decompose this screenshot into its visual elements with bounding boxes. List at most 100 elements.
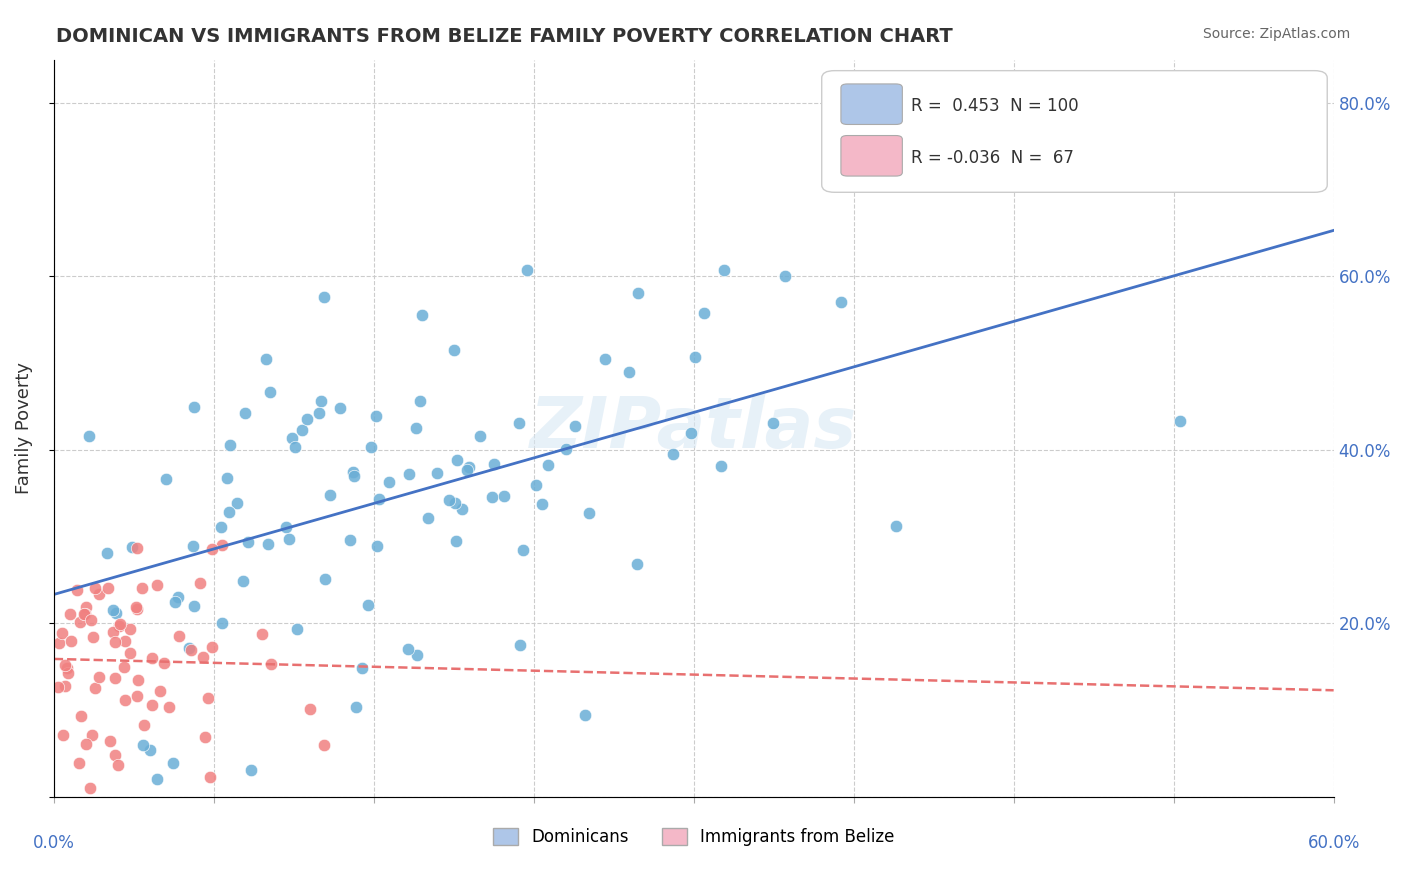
Point <box>177 641 200 656</box>
Point <box>692 306 714 320</box>
Point <box>344 699 367 714</box>
Point <box>350 661 373 675</box>
Point <box>443 343 465 357</box>
Point <box>1116 165 1139 179</box>
Point <box>132 738 155 752</box>
Point <box>830 295 852 310</box>
Point <box>626 557 648 571</box>
Point <box>484 457 506 471</box>
Point <box>713 263 735 277</box>
Point <box>191 649 214 664</box>
Point <box>411 308 433 322</box>
Point <box>200 541 222 556</box>
Point <box>75 600 97 615</box>
Point <box>51 625 73 640</box>
Point <box>103 748 125 763</box>
Point <box>446 452 468 467</box>
Point <box>342 468 364 483</box>
Text: R = -0.036  N =  67: R = -0.036 N = 67 <box>911 149 1074 167</box>
Point <box>69 615 91 629</box>
Point <box>77 429 100 443</box>
Point <box>626 286 648 301</box>
Point <box>48 680 70 694</box>
Point <box>165 595 187 609</box>
Point <box>378 475 401 489</box>
Point <box>153 656 176 670</box>
FancyBboxPatch shape <box>841 84 903 125</box>
Point <box>58 607 80 622</box>
Point <box>183 401 205 415</box>
Point <box>662 447 685 461</box>
Point <box>132 718 155 732</box>
Point <box>444 534 467 549</box>
Point <box>125 602 148 616</box>
Point <box>314 739 336 753</box>
Point <box>342 465 364 479</box>
Point <box>141 698 163 712</box>
Point <box>314 572 336 586</box>
Point <box>284 440 307 454</box>
Point <box>105 607 128 621</box>
Point <box>181 539 204 553</box>
Point <box>257 537 280 551</box>
Point <box>481 490 503 504</box>
Point <box>200 770 222 784</box>
Point <box>443 496 465 510</box>
Point <box>396 641 419 656</box>
Point <box>180 643 202 657</box>
Point <box>311 393 333 408</box>
Point <box>578 506 600 520</box>
Point <box>114 693 136 707</box>
Point <box>162 756 184 770</box>
Point <box>167 590 190 604</box>
Text: DOMINICAN VS IMMIGRANTS FROM BELIZE FAMILY POVERTY CORRELATION CHART: DOMINICAN VS IMMIGRANTS FROM BELIZE FAMI… <box>56 27 953 45</box>
Point <box>218 505 240 519</box>
Point <box>188 575 211 590</box>
Point <box>103 625 125 640</box>
Point <box>121 541 143 555</box>
Point <box>107 619 129 633</box>
Point <box>508 416 530 430</box>
Point <box>276 520 298 534</box>
Point <box>107 758 129 772</box>
Point <box>141 651 163 665</box>
Point <box>451 502 474 516</box>
Point <box>250 627 273 641</box>
Point <box>287 622 309 636</box>
Point <box>96 546 118 560</box>
Point <box>254 351 277 366</box>
Point <box>56 665 79 680</box>
Point <box>593 352 616 367</box>
Point <box>167 629 190 643</box>
Point <box>291 423 314 437</box>
Point <box>79 613 101 627</box>
Point <box>259 385 281 400</box>
Point <box>564 418 586 433</box>
Point <box>215 471 238 485</box>
Point <box>368 491 391 506</box>
Point <box>233 406 256 420</box>
Text: 0.0%: 0.0% <box>32 834 75 853</box>
Point <box>197 690 219 705</box>
Point <box>762 416 785 430</box>
Point <box>155 472 177 486</box>
Point <box>131 581 153 595</box>
Point <box>683 351 706 365</box>
Point <box>509 638 531 652</box>
Point <box>127 673 149 687</box>
FancyBboxPatch shape <box>841 136 903 176</box>
Point <box>366 409 388 424</box>
Y-axis label: Family Poverty: Family Poverty <box>15 362 32 494</box>
Point <box>67 756 90 771</box>
Point <box>619 366 641 380</box>
Point <box>1168 414 1191 428</box>
Point <box>209 520 232 534</box>
Point <box>125 689 148 703</box>
Point <box>52 728 75 742</box>
Point <box>146 772 169 787</box>
Point <box>277 533 299 547</box>
Point <box>110 617 132 632</box>
Point <box>225 496 247 510</box>
Point <box>299 702 322 716</box>
Point <box>201 640 224 655</box>
